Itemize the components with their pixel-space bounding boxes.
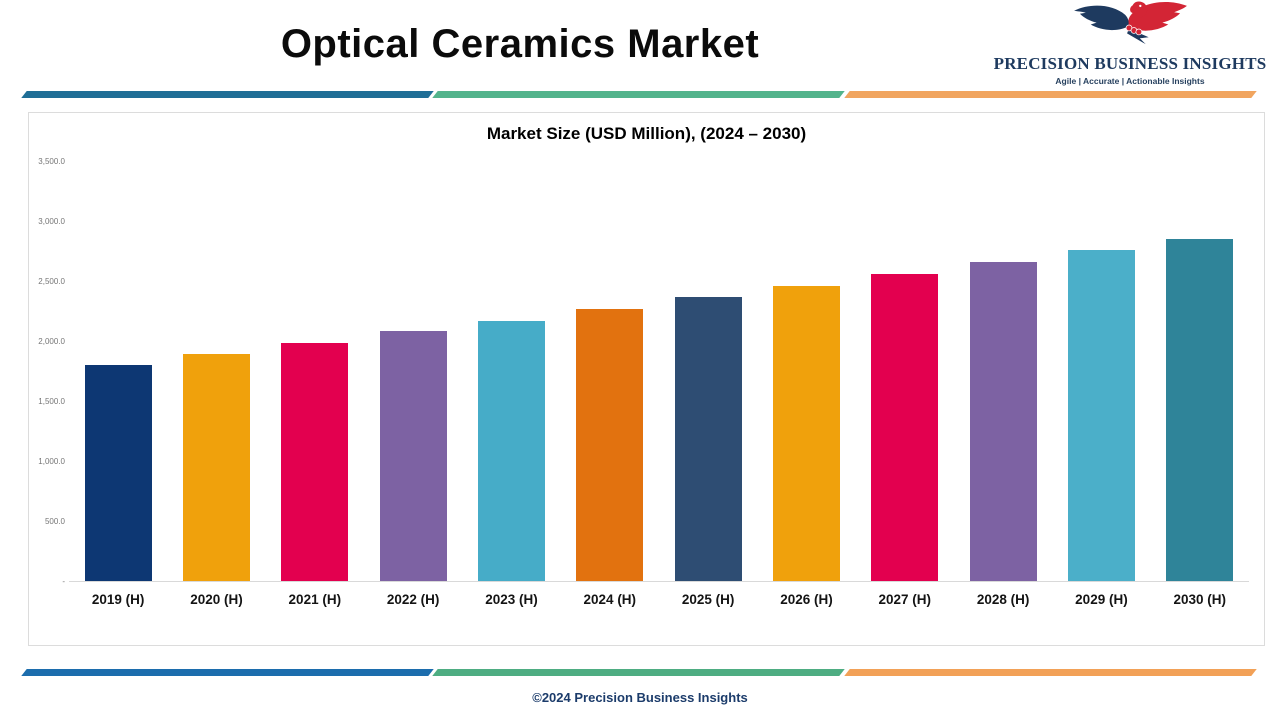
divider-top-segment-orange bbox=[843, 91, 1257, 98]
bar-slot bbox=[954, 161, 1052, 581]
bar-slot bbox=[856, 161, 954, 581]
bar-slot bbox=[561, 161, 659, 581]
bar-2026-h- bbox=[772, 286, 840, 581]
bar-2029-h- bbox=[1067, 250, 1135, 581]
x-axis-label: 2020 (H) bbox=[190, 592, 243, 607]
chart-panel: Market Size (USD Million), (2024 – 2030)… bbox=[28, 112, 1265, 646]
y-axis-tick-label: 1,000.0 bbox=[38, 457, 65, 466]
x-axis-label: 2023 (H) bbox=[485, 592, 538, 607]
x-axis-label: 2030 (H) bbox=[1173, 592, 1227, 607]
chart-title: Market Size (USD Million), (2024 – 2030) bbox=[486, 124, 807, 143]
y-axis-tick-label: 3,000.0 bbox=[38, 217, 65, 226]
page-title: Optical Ceramics Market bbox=[280, 22, 760, 66]
bar-slot bbox=[757, 161, 855, 581]
footer-text: ©2024 Precision Business Insights bbox=[532, 690, 748, 705]
bar-2027-h- bbox=[871, 274, 939, 581]
bar-slot bbox=[69, 161, 167, 581]
x-axis-label: 2021 (H) bbox=[288, 592, 342, 607]
eagle-icon bbox=[1074, 1, 1187, 45]
x-axis-labels: 2019 (H) 2020 (H) 2021 (H) 2022 (H) 2023 (H)… bbox=[69, 592, 1249, 607]
bar-slot bbox=[1052, 161, 1150, 581]
divider-bottom-segment-green bbox=[432, 669, 846, 676]
logo-tagline: Agile | Accurate | Actionable Insights bbox=[1055, 76, 1205, 86]
bar-2021-h- bbox=[281, 343, 349, 581]
bars bbox=[69, 161, 1249, 581]
divider-bottom bbox=[21, 669, 1257, 676]
y-axis-tick-label: - bbox=[62, 577, 65, 586]
divider-top-segment-blue bbox=[21, 91, 435, 98]
y-axis-tick-label: 1,500.0 bbox=[38, 397, 65, 406]
x-axis-label: 2025 (H) bbox=[681, 592, 735, 607]
x-axis-label: 2029 (H) bbox=[1075, 592, 1128, 607]
y-axis-tick-label: 2,000.0 bbox=[38, 337, 65, 346]
x-axis-label: 2026 (H) bbox=[780, 592, 833, 607]
bar-2022-h- bbox=[379, 331, 447, 581]
bar-2023-h- bbox=[477, 321, 545, 581]
bar-2030-h- bbox=[1166, 239, 1234, 581]
x-axis-label: 2027 (H) bbox=[878, 592, 932, 607]
divider-bottom-segment-blue bbox=[21, 669, 435, 676]
x-axis-label: 2024 (H) bbox=[583, 592, 637, 607]
pbi-logo: PRECISION BUSINESS INSIGHTS Agile | Accu… bbox=[984, 0, 1276, 86]
plot-area bbox=[69, 161, 1249, 582]
bar-slot bbox=[364, 161, 462, 581]
logo-name: PRECISION BUSINESS INSIGHTS bbox=[993, 54, 1267, 73]
y-axis-tick-label: 3,500.0 bbox=[38, 157, 65, 166]
bar-2019-h- bbox=[84, 365, 152, 581]
x-axis-label: 2022 (H) bbox=[386, 592, 440, 607]
bar-2025-h- bbox=[674, 297, 742, 581]
divider-top bbox=[21, 91, 1257, 98]
divider-top-segment-green bbox=[432, 91, 846, 98]
bar-2020-h- bbox=[182, 354, 250, 581]
x-axis-label: 2019 (H) bbox=[91, 592, 145, 607]
x-axis-label: 2028 (H) bbox=[976, 592, 1030, 607]
bar-slot bbox=[659, 161, 757, 581]
y-axis-labels: - 500.0 1,000.0 1,500.0 2,000.0 2,500.0 3,000.… bbox=[31, 157, 65, 586]
bar-slot bbox=[462, 161, 560, 581]
divider-bottom-segment-orange bbox=[843, 669, 1257, 676]
y-axis-tick-label: 2,500.0 bbox=[38, 277, 65, 286]
bar-2028-h- bbox=[969, 262, 1037, 581]
bar-slot bbox=[266, 161, 364, 581]
y-axis-tick-label: 500.0 bbox=[44, 517, 65, 526]
bar-slot bbox=[1151, 161, 1249, 581]
bar-slot bbox=[167, 161, 265, 581]
bar-2024-h- bbox=[576, 309, 644, 581]
